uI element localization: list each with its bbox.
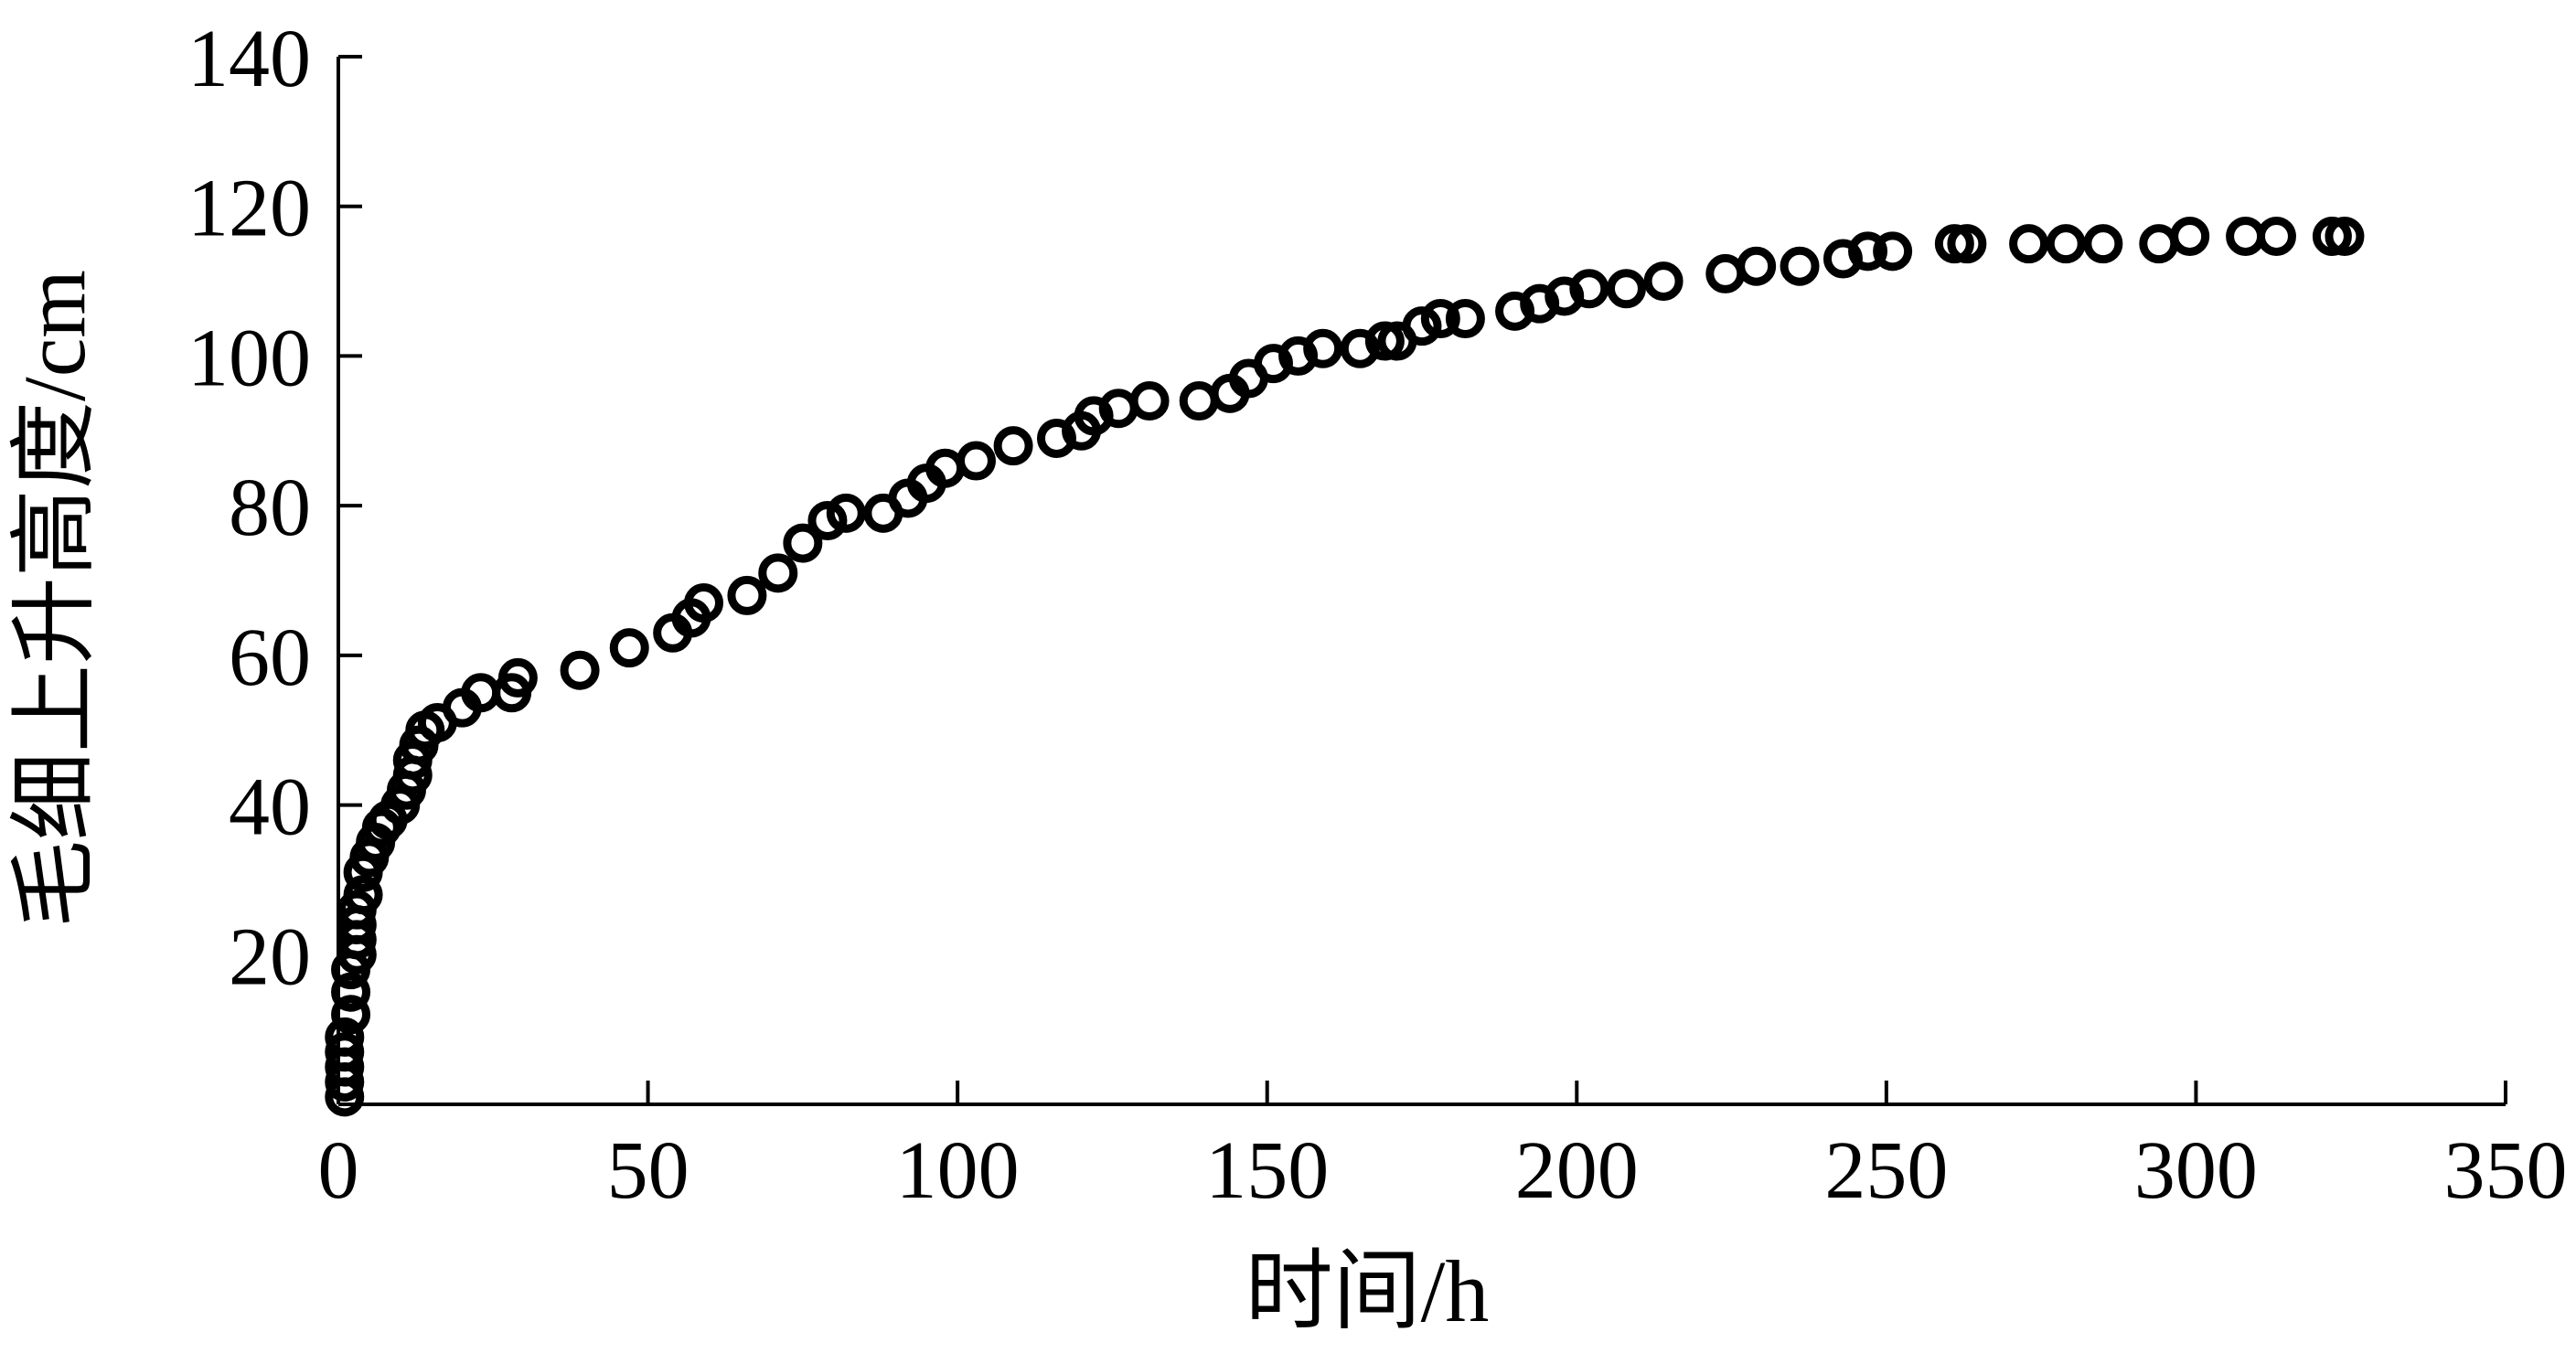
data-point	[1934, 224, 1974, 264]
data-point	[2046, 224, 2086, 264]
x-tick-label-250: 250	[1824, 1125, 1948, 1216]
y-tick-label-40: 40	[229, 762, 311, 853]
data-point	[331, 972, 371, 1012]
data-point	[993, 426, 1033, 466]
data-point	[956, 441, 996, 481]
data-point	[783, 523, 823, 563]
data-point	[497, 657, 538, 698]
data-point	[1420, 299, 1460, 338]
data-point	[1873, 231, 1913, 272]
data-point	[609, 628, 649, 668]
y-tick-label-120: 120	[187, 164, 311, 254]
data-point	[1643, 261, 1683, 302]
data-point	[2312, 216, 2352, 256]
x-tick-label-100: 100	[896, 1125, 1020, 1216]
data-point	[1179, 381, 1219, 421]
x-tick-label-300: 300	[2134, 1125, 2258, 1216]
x-tick-label-150: 150	[1205, 1125, 1329, 1216]
y-tick-label-100: 100	[187, 313, 311, 403]
data-point	[325, 1017, 365, 1057]
x-tick-label-200: 200	[1515, 1125, 1639, 1216]
axes	[337, 57, 2506, 1106]
y-tick-label-80: 80	[229, 463, 311, 553]
data-point	[343, 875, 383, 915]
data-points	[325, 216, 2365, 1117]
x-ticks: 0 50 100 150 200 250 300 350	[318, 1081, 2568, 1216]
x-tick-label-50: 50	[607, 1125, 689, 1216]
data-point	[1780, 246, 1820, 286]
data-point	[331, 995, 371, 1035]
x-tick-label-350: 350	[2444, 1125, 2568, 1216]
data-point	[1402, 306, 1442, 346]
data-point	[1445, 299, 1485, 338]
data-point	[1848, 231, 1888, 272]
y-axis-title: 毛细上升高度/cm	[5, 270, 103, 928]
data-point	[1737, 246, 1777, 286]
data-point	[560, 650, 600, 690]
y-tick-label-20: 20	[229, 911, 311, 1002]
data-point	[826, 493, 866, 533]
data-point	[2226, 216, 2266, 256]
y-ticks: 20 40 60 80 100 120 140	[187, 14, 362, 1002]
x-axis-title: 时间/h	[1245, 1242, 1490, 1340]
y-tick-label-140: 140	[187, 14, 311, 104]
data-point	[2325, 216, 2365, 256]
data-point	[2083, 224, 2123, 264]
data-point	[1129, 381, 1170, 421]
x-tick-label-0: 0	[318, 1125, 359, 1216]
data-point	[1364, 321, 1405, 361]
data-point	[1606, 269, 1646, 309]
data-point	[2256, 216, 2296, 256]
data-point	[2009, 224, 2049, 264]
data-point	[2170, 216, 2210, 256]
data-point	[758, 553, 798, 593]
y-tick-label-60: 60	[229, 613, 311, 703]
data-point	[325, 1032, 365, 1072]
data-point	[1705, 253, 1746, 293]
data-point	[807, 501, 848, 541]
data-point	[1569, 269, 1609, 309]
data-point	[684, 583, 724, 623]
data-point	[1947, 224, 1987, 264]
data-point	[1303, 328, 1343, 368]
data-point	[2139, 224, 2179, 264]
data-point	[727, 575, 767, 615]
